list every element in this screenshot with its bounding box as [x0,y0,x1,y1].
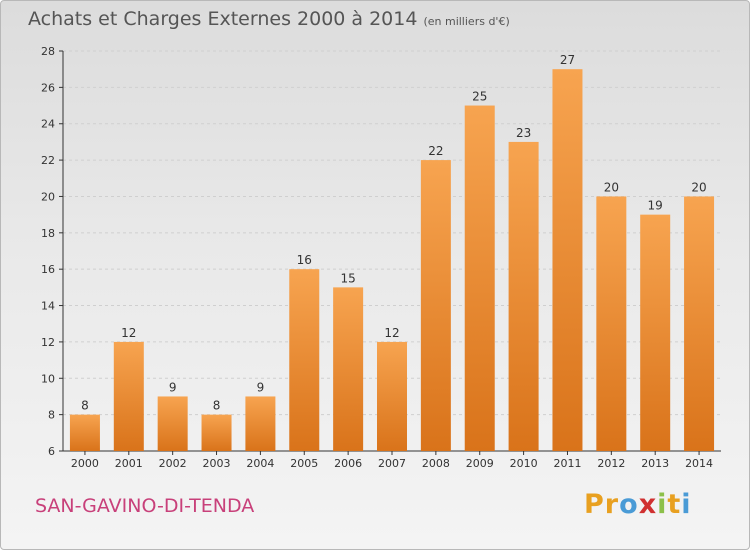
x-tick-label: 2003 [203,457,231,470]
data-label: 15 [340,271,355,285]
chart-title: Achats et Charges Externes 2000 à 2014 (e… [28,8,510,30]
x-tick-label: 2013 [641,457,669,470]
x-tick-label: 2012 [597,457,625,470]
logo-letter: i [681,489,692,520]
data-label: 9 [169,380,177,394]
x-tick-label: 2014 [685,457,713,470]
y-tick-label: 12 [41,336,55,349]
data-label: 8 [81,399,89,413]
bar [113,341,144,451]
bar [333,287,364,451]
data-label: 19 [648,199,663,213]
logo-letter: t [667,489,682,520]
x-tick-label: 2001 [115,457,143,470]
data-label: 12 [384,326,399,340]
data-label: 23 [516,126,531,140]
x-tick-label: 2002 [159,457,187,470]
bar [289,269,320,451]
data-label: 20 [604,180,619,194]
bar [377,341,407,451]
chart-subtitle: (en milliers d'€) [423,15,510,28]
bar [508,141,539,451]
x-tick-label: 2008 [422,457,450,470]
x-tick-label: 2011 [553,457,581,470]
bar [201,414,232,451]
y-tick-label: 14 [41,300,55,313]
x-tick-label: 2007 [378,457,406,470]
bar [552,69,583,451]
y-tick-label: 20 [41,190,55,203]
y-tick-label: 22 [41,154,55,167]
data-label: 25 [472,90,487,104]
logo-letter: i [657,489,668,520]
data-label: 16 [297,253,312,267]
data-label: 22 [428,144,443,158]
bar [420,160,451,451]
x-tick-label: 2005 [290,457,318,470]
data-label: 20 [691,180,706,194]
y-tick-label: 10 [41,372,55,385]
commune-name: SAN-GAVINO-DI-TENDA [35,495,255,517]
proxiti-logo: Proxiti [584,489,692,520]
x-tick-label: 2009 [466,457,494,470]
y-tick-label: 26 [41,81,55,94]
bar [684,196,715,451]
y-tick-label: 18 [41,227,55,240]
data-label: 9 [257,380,265,394]
bar [640,214,671,451]
bar [596,196,627,451]
bar [157,396,188,451]
data-label: 8 [213,399,221,413]
y-tick-label: 28 [41,45,55,58]
y-tick-label: 16 [41,263,55,276]
logo-letter: r [604,489,620,520]
x-tick-label: 2000 [71,457,99,470]
bar [464,105,495,451]
bar [69,414,100,451]
data-label: 27 [560,53,575,67]
logo-letter: x [638,489,658,520]
y-tick-label: 6 [48,445,55,458]
x-tick-label: 2006 [334,457,362,470]
bar [245,396,276,451]
chart-title-text: Achats et Charges Externes 2000 à 2014 [28,8,418,30]
x-tick-label: 2010 [510,457,538,470]
x-tick-label: 2004 [246,457,274,470]
logo-letter: o [619,489,639,520]
y-tick-label: 8 [48,409,55,422]
data-label: 12 [121,326,136,340]
logo-letter: P [584,489,605,520]
y-tick-label: 24 [41,118,55,131]
